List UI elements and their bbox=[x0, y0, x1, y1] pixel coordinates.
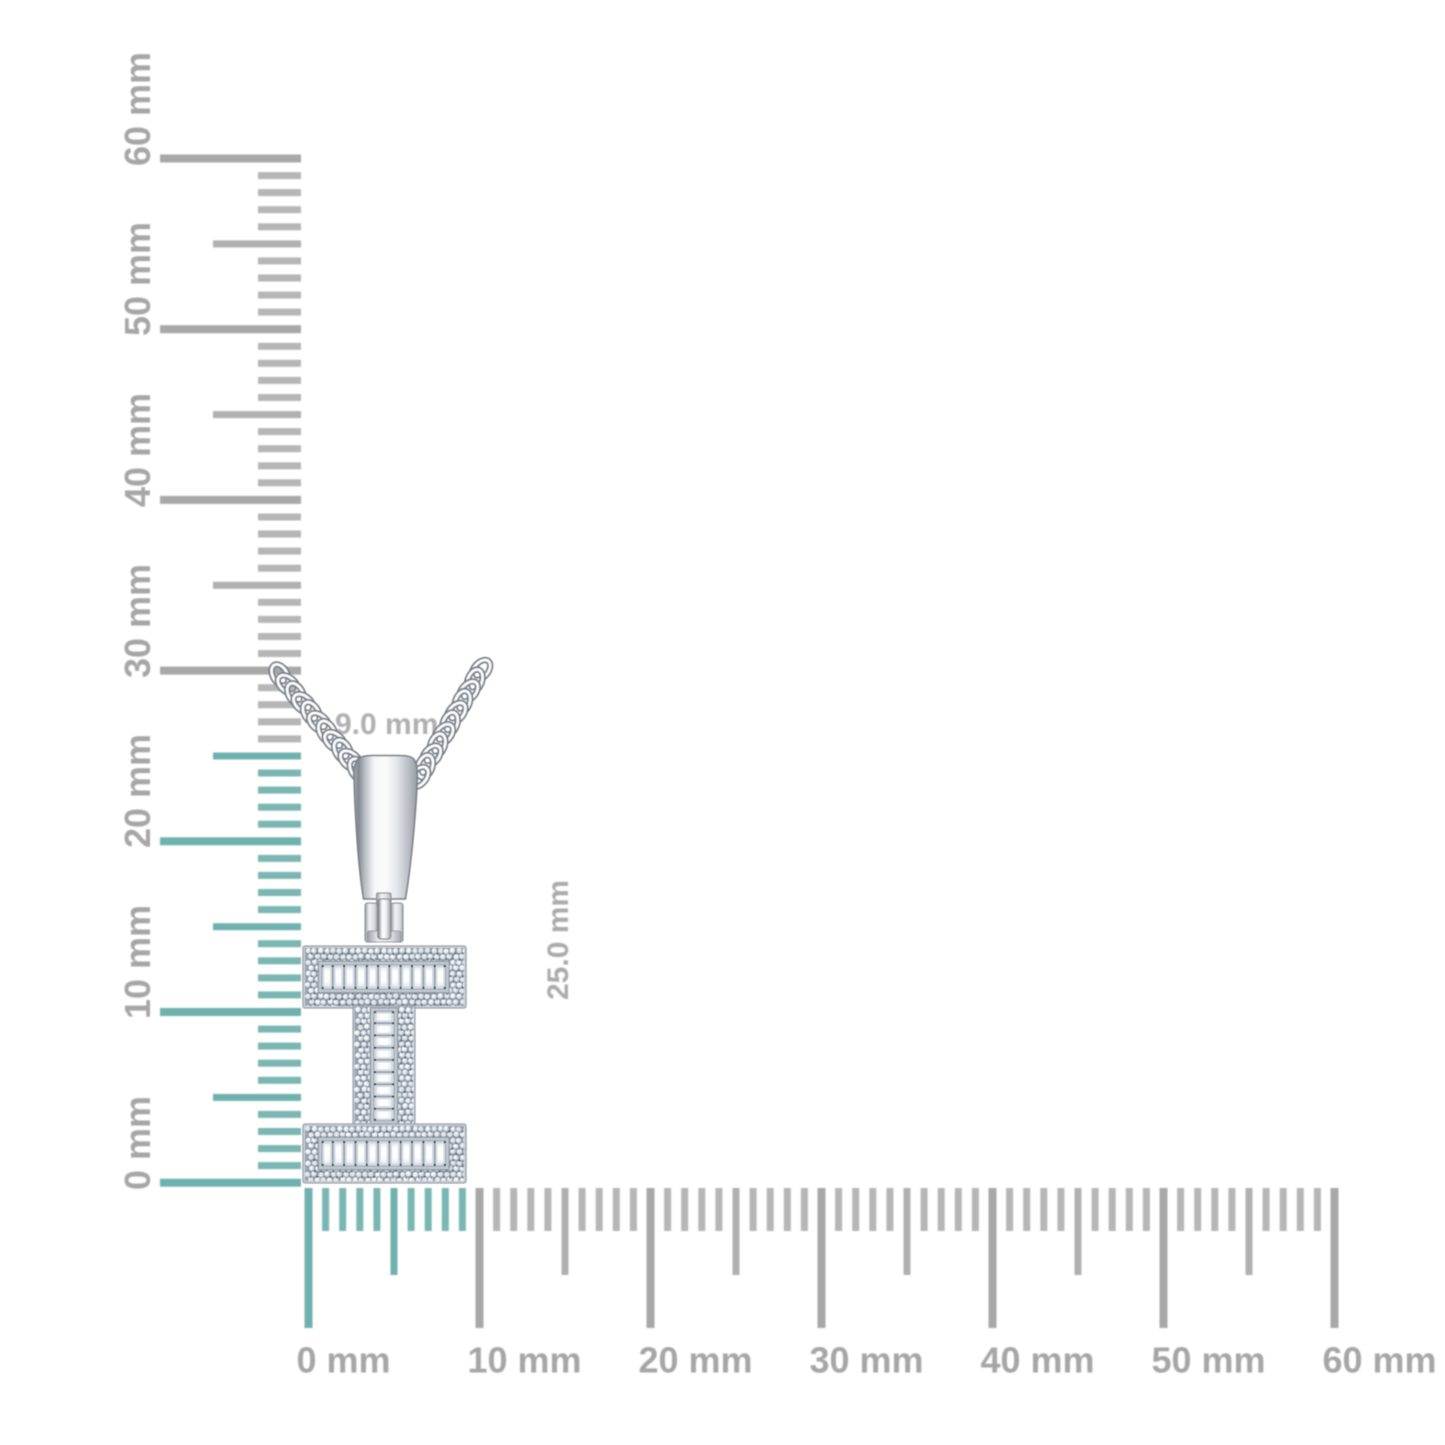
svg-text:0 mm: 0 mm bbox=[117, 1096, 158, 1190]
svg-text:50 mm: 50 mm bbox=[1152, 1340, 1266, 1381]
svg-text:20 mm: 20 mm bbox=[639, 1340, 753, 1381]
svg-text:30 mm: 30 mm bbox=[810, 1340, 924, 1381]
svg-text:20 mm: 20 mm bbox=[117, 734, 158, 848]
svg-text:25.0 mm: 25.0 mm bbox=[542, 880, 575, 1000]
svg-text:0 mm: 0 mm bbox=[297, 1340, 391, 1381]
svg-text:60 mm: 60 mm bbox=[117, 52, 158, 166]
svg-text:10 mm: 10 mm bbox=[117, 905, 158, 1019]
svg-text:60 mm: 60 mm bbox=[1323, 1340, 1437, 1381]
svg-text:40 mm: 40 mm bbox=[981, 1340, 1095, 1381]
svg-text:50 mm: 50 mm bbox=[117, 222, 158, 336]
svg-text:40 mm: 40 mm bbox=[117, 393, 158, 507]
svg-text:30 mm: 30 mm bbox=[117, 564, 158, 678]
svg-text:10 mm: 10 mm bbox=[468, 1340, 582, 1381]
svg-text:9.0 mm: 9.0 mm bbox=[335, 708, 438, 741]
